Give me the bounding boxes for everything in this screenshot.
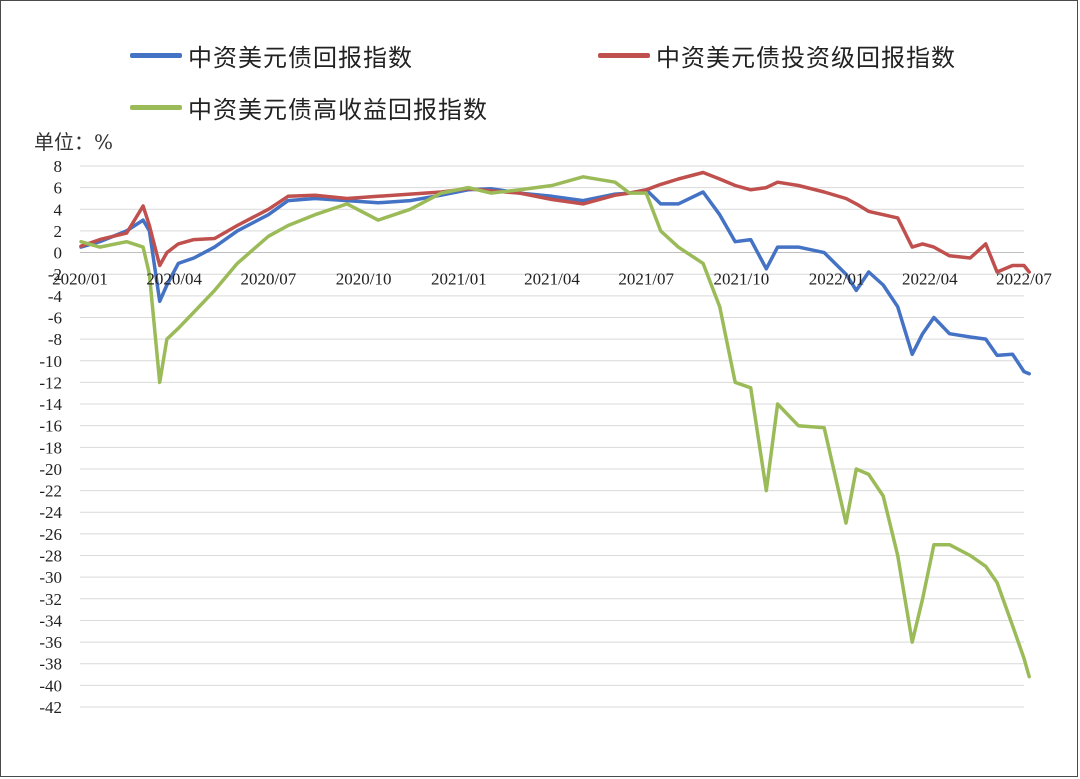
x-tick-label: 2021/10	[714, 270, 770, 289]
y-tick-label: -28	[39, 547, 62, 566]
legend-item-high-yield: 中资美元债高收益回报指数	[130, 90, 488, 125]
y-tick-label: -36	[39, 633, 62, 652]
legend-label-high-yield: 中资美元债高收益回报指数	[188, 96, 488, 124]
x-tick-label: 2022/07	[996, 270, 1052, 289]
y-tick-label: -8	[48, 330, 62, 349]
y-tick-label: -4	[48, 287, 63, 306]
x-tick-label: 2022/04	[902, 270, 958, 289]
y-tick-label: 2	[54, 222, 63, 241]
unit-label: 单位：%	[34, 130, 114, 154]
legend-swatch-high-yield	[130, 105, 182, 110]
y-tick-label: 4	[54, 200, 63, 219]
y-tick-label: -26	[39, 525, 62, 544]
y-tick-label: -18	[39, 438, 62, 457]
x-tick-label: 2021/04	[524, 270, 580, 289]
y-tick-label: -20	[39, 460, 62, 479]
x-tick-label: 2021/07	[618, 270, 674, 289]
x-tick-label: 2021/01	[431, 270, 487, 289]
series-line-2	[79, 175, 1031, 679]
y-tick-label: 8	[54, 157, 63, 176]
y-tick-label: -40	[39, 676, 62, 695]
legend-swatch-investment-grade	[598, 53, 650, 58]
legend-item-investment-grade: 中资美元债投资级回报指数	[598, 38, 956, 73]
y-tick-label: -14	[39, 395, 62, 414]
y-tick-label: -34	[39, 611, 62, 630]
series-line-1	[79, 170, 1031, 274]
y-tick-label: -38	[39, 655, 62, 674]
y-tick-label: 0	[54, 244, 63, 263]
legend-label-investment-grade: 中资美元债投资级回报指数	[656, 44, 956, 72]
x-tick-label: 2020/10	[336, 270, 392, 289]
x-tick-label: 2020/04	[146, 270, 202, 289]
y-tick-label: -32	[39, 590, 62, 609]
y-tick-label: -22	[39, 482, 62, 501]
y-tick-label: -2	[48, 265, 62, 284]
legend-swatch-overall	[130, 53, 182, 58]
y-tick-label: -30	[39, 568, 62, 587]
y-axis-tick-labels: 8 6 4 2 0 -2 -4 -6 -8 -10 -12 -14 -16 -18 -20 -22 -24 -26…	[39, 157, 62, 717]
legend-label-overall: 中资美元债回报指数	[188, 44, 413, 72]
x-tick-label: 2020/07	[241, 270, 297, 289]
x-tick-label: 2022/01	[809, 270, 865, 289]
y-tick-label: -42	[39, 698, 62, 717]
y-tick-label: -16	[39, 417, 62, 436]
y-tick-label: -10	[39, 352, 62, 371]
x-tick-label: 2020/01	[52, 270, 108, 289]
y-tick-label: 6	[54, 179, 63, 198]
y-tick-label: -24	[39, 503, 62, 522]
series-lines	[79, 170, 1031, 679]
gridlines	[80, 165, 1024, 708]
y-tick-label: -6	[48, 308, 62, 327]
y-tick-label: -12	[39, 373, 62, 392]
x-axis-tick-labels: 2020/01 2020/04 2020/07 2020/10 2021/01 2021/…	[52, 270, 1052, 289]
legend-item-overall: 中资美元债回报指数	[130, 38, 413, 73]
